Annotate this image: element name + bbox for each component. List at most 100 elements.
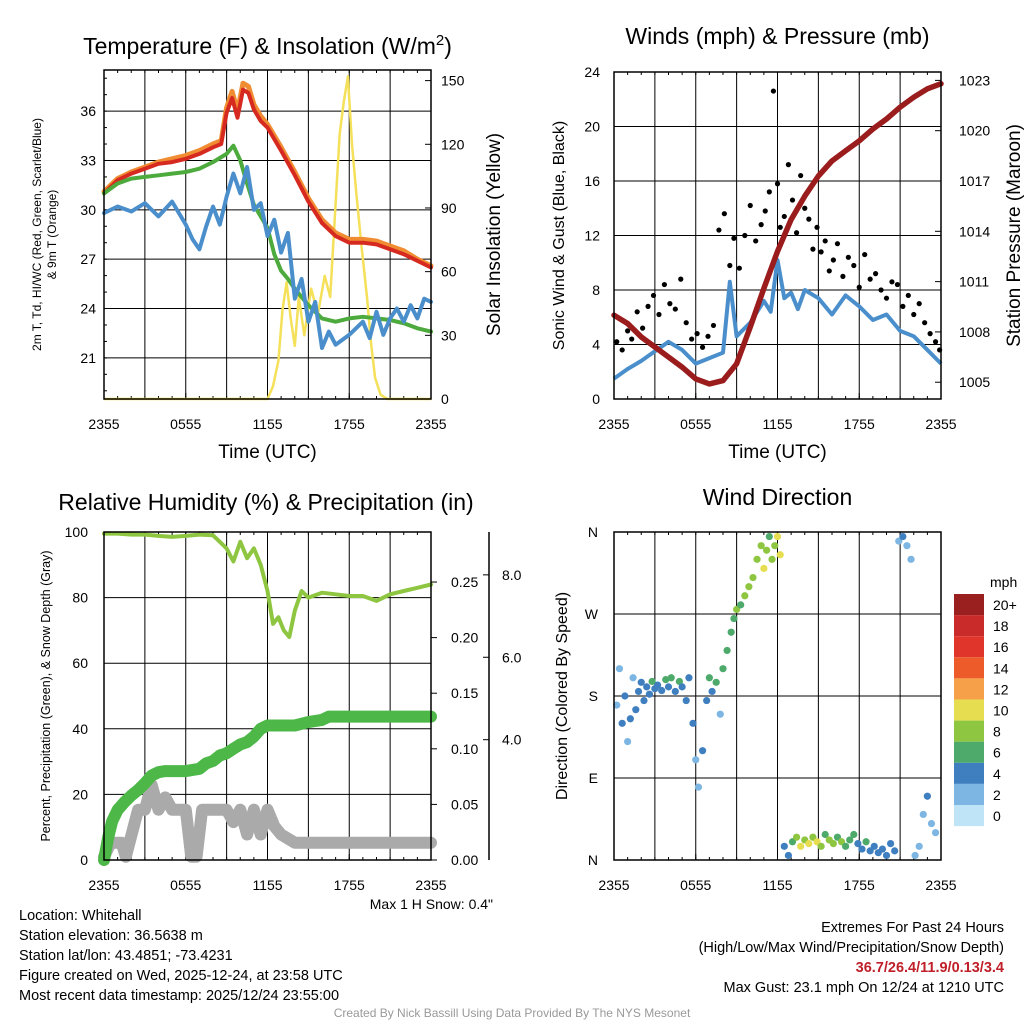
legend-swatch [954,678,984,700]
direction-point [771,542,779,550]
x-tick-label: 1155 [762,877,792,893]
y-tick-label: 100 [65,524,89,540]
gust-point [867,276,873,282]
gust-point [758,222,764,228]
direction-point [648,677,656,686]
y2-tick-label: 1023 [959,72,990,88]
legend-title: mph [990,574,1017,590]
direction-point [654,681,662,689]
snow-tick-label: 6.0 [502,649,522,665]
precip-tick-label: 0.00 [451,852,478,868]
extremes-values: 36.7/26.4/11.9/0.13/3.4 [855,960,1004,976]
direction-point [858,845,866,853]
relative-humidity-line [102,531,433,639]
direction-point [685,674,693,682]
direction-point [903,542,911,550]
gust-point [634,309,640,315]
direction-point [664,683,673,691]
y-axis-label: & 9m T (Orange) [45,190,59,280]
y-tick-label: 40 [72,721,88,737]
direction-point [632,706,640,714]
direction-point [719,665,727,673]
direction-point [703,696,711,705]
y2-tick-label: 120 [441,136,465,152]
gust-point [629,336,635,342]
direction-point [694,783,703,791]
direction-point [671,687,679,696]
gust-point [678,276,684,282]
gust-point [894,281,901,288]
legend-label: 4 [993,766,1001,782]
gust-point [798,172,804,179]
location-text: Location: Whitehall [19,908,142,924]
x-tick-label: 0555 [170,877,201,893]
legend-swatch [954,783,984,805]
gust-point [830,257,836,263]
y-tick-label: 33 [80,152,96,168]
direction-point [682,696,690,705]
gust-point [650,292,657,299]
gust-point [818,249,824,255]
direction-point [854,840,862,848]
gust-point [694,331,700,337]
gust-point [840,273,846,279]
y-tick-label: 30 [80,202,96,218]
station-pressure-line [611,80,944,387]
credit-text: Created By Nick Bassill Using Data Provi… [333,1006,691,1020]
gust-point [762,208,768,214]
x-tick-label: 2355 [598,877,629,893]
direction-point [923,792,931,800]
precip-tick-label: 0.15 [451,685,478,701]
created-text: Figure created on Wed, 2025-12-24, at 23… [19,968,343,984]
gust-point [781,213,787,220]
direction-point [927,819,936,828]
direction-point [640,696,648,705]
x-tick-label: 2355 [598,416,629,432]
legend-label: 20+ [993,597,1017,613]
chart-title: Temperature (F) & Insolation (W/m2) [83,32,452,59]
direction-point [712,678,720,686]
chart-title: Wind Direction [703,484,853,510]
x-tick-label: 2355 [415,416,446,432]
gust-point [905,292,911,299]
gust-point [710,322,717,329]
gust-point [625,328,631,334]
extremes-title: Extremes For Past 24 Hours [821,920,1004,936]
legend-label: 6 [993,745,1001,761]
y-tick-label: 24 [584,64,600,80]
direction-point [784,851,793,860]
precip-tick-label: 0.25 [451,574,478,590]
gust-point [806,216,812,222]
gust-point [640,325,646,331]
direction-point [615,665,624,673]
y2-tick-label: 30 [441,327,457,343]
direction-point [805,840,813,848]
legend-swatch [954,657,984,679]
series-line-hi-wc [102,165,433,350]
gust-point [727,262,733,269]
y-tick-label: 16 [584,173,600,189]
y-tick-label: 27 [80,251,96,267]
x-tick-label: 2355 [88,877,119,893]
elevation-text: Station elevation: 36.5638 m [19,928,203,944]
x-tick-label: 1155 [252,877,282,893]
direction-point [891,847,899,855]
chart-title: Winds (mph) & Pressure (mb) [625,23,929,49]
legend-swatch [954,805,984,827]
direction-point [915,842,923,850]
direction-point [727,628,735,636]
gust-point [683,320,689,326]
gust-point [883,295,890,301]
humidity-panel: 2355 0555 1155 1755 23550204060801000.000.05… [39,489,522,893]
gust-point [777,224,783,230]
direction-point [862,838,870,846]
x-tick-label: 0555 [170,416,201,432]
legend-swatch [954,720,984,742]
y-tick-label: N [588,852,598,868]
direction-point [634,687,643,696]
direction-point [899,532,907,541]
y2-tick-label: 0 [441,391,449,407]
y-tick-label: 21 [80,350,96,366]
legend-swatch [954,699,984,721]
